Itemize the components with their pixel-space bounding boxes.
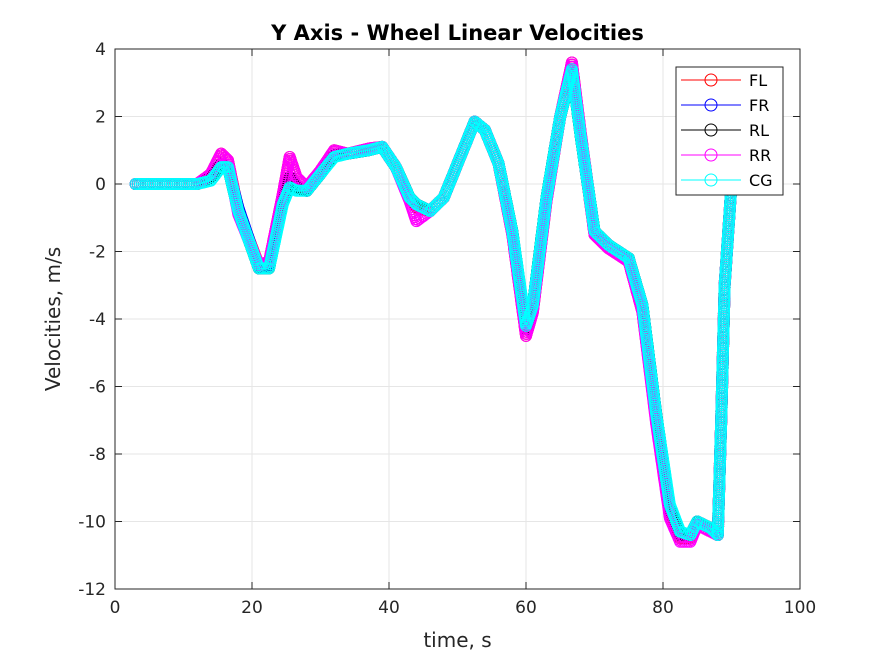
legend-label: RR xyxy=(749,146,771,165)
y-tick-label: 2 xyxy=(95,108,106,128)
legend-label: FR xyxy=(749,96,769,115)
data-point xyxy=(594,231,607,244)
legend-label: FL xyxy=(749,71,767,90)
series-cg xyxy=(129,63,738,541)
x-axis-label: time, s xyxy=(423,628,491,652)
data-point xyxy=(588,225,601,238)
data-point xyxy=(591,231,604,244)
legend-swatch-marker xyxy=(704,73,718,87)
x-tick-label: 20 xyxy=(241,598,263,618)
x-tick-label: 40 xyxy=(378,598,400,618)
legend-box xyxy=(675,66,784,196)
data-point xyxy=(428,200,441,213)
y-tick-label: 0 xyxy=(95,175,106,195)
y-tick-label: -2 xyxy=(89,243,106,263)
x-tick-label: 60 xyxy=(515,598,537,618)
legend-label: CG xyxy=(749,171,773,190)
data-point xyxy=(590,230,602,243)
y-tick-label: -12 xyxy=(78,580,106,600)
legend-swatch-marker xyxy=(704,123,718,137)
data-point xyxy=(590,226,602,239)
y-tick-label: 4 xyxy=(95,40,106,60)
x-tick-label: 0 xyxy=(110,598,121,618)
legend: FL FR RL RR CG xyxy=(675,66,784,196)
legend-swatch-marker xyxy=(704,148,718,162)
legend-item-rr: RR xyxy=(681,146,771,165)
data-point xyxy=(591,228,604,241)
y-tick-label: -6 xyxy=(89,378,106,398)
y-tick-label: -8 xyxy=(89,445,106,465)
legend-swatch-marker xyxy=(704,98,718,112)
data-point xyxy=(596,232,609,245)
data-point xyxy=(427,202,440,214)
data-point xyxy=(213,162,226,175)
legend-label: RL xyxy=(749,121,769,140)
series-group xyxy=(129,56,738,548)
data-point xyxy=(476,121,488,134)
data-point xyxy=(424,205,437,217)
y-tick-label: -4 xyxy=(89,310,106,330)
data-point xyxy=(430,199,443,211)
legend-item-rl: RL xyxy=(681,121,769,140)
x-tick-label: 80 xyxy=(652,598,674,618)
chart-title: Y Axis - Wheel Linear Velocities xyxy=(270,21,644,45)
y-tick-label: -10 xyxy=(78,513,106,533)
legend-item-fr: FR xyxy=(681,96,769,115)
data-point xyxy=(431,197,444,210)
legend-swatch-marker xyxy=(704,173,718,187)
x-tick-label: 100 xyxy=(784,598,816,618)
legend-item-cg: CG xyxy=(681,171,773,190)
data-point xyxy=(436,193,449,205)
y-axis-label: Velocities, m/s xyxy=(41,247,65,391)
data-point xyxy=(425,203,438,216)
data-point xyxy=(710,527,723,540)
legend-item-fl: FL xyxy=(681,71,767,90)
data-point xyxy=(593,229,606,242)
